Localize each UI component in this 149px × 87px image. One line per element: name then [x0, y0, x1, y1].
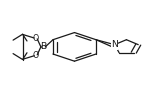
Text: O: O — [33, 34, 39, 43]
Text: B: B — [40, 42, 46, 51]
Text: N: N — [111, 40, 118, 49]
Text: N: N — [111, 42, 117, 51]
Text: O: O — [33, 51, 39, 60]
Text: N: N — [111, 42, 117, 51]
